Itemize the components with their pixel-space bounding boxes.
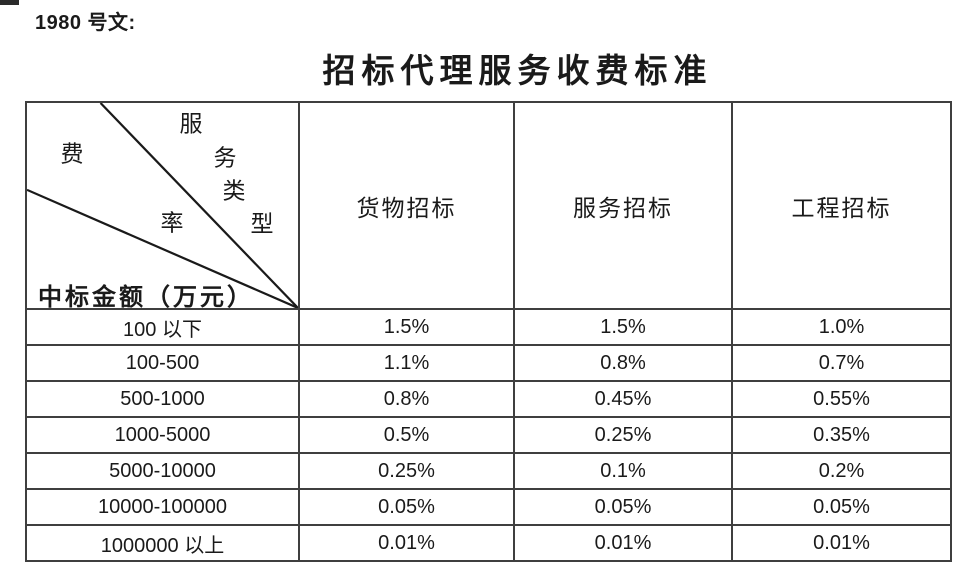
table-corner-cell: 费 率 服 务 类 型 中标金额（万元） [25,101,300,310]
fee-rate-cell-works: 1.0% [731,308,952,346]
table-row: 5000-10000 0.25% 0.1% 0.2% [25,452,952,490]
fee-rate-cell-services: 0.25% [513,416,733,454]
amount-range-cell: 5000-10000 [25,452,300,490]
fee-rate-cell-goods: 0.25% [298,452,515,490]
amount-axis-label: 中标金额（万元） [38,285,254,309]
column-header-services-bidding: 服务招标 [513,101,733,310]
table-row: 500-1000 0.8% 0.45% 0.55% [25,380,952,418]
fee-table-head: 费 率 服 务 类 型 中标金额（万元） 货物招标 服务招标 工程招标 [25,101,952,310]
fee-rate-cell-goods: 1.1% [298,344,515,382]
amount-range-cell: 1000000 以上 [25,524,300,562]
doc-reference: 1980 号文: [35,12,136,34]
table-row: 10000-100000 0.05% 0.05% 0.05% [25,488,952,526]
fee-rate-cell-goods: 1.5% [298,308,515,346]
page-title: 招标代理服务收费标准 [322,54,713,90]
fee-rate-cell-services: 0.01% [513,524,733,562]
column-header-works-bidding: 工程招标 [731,101,952,310]
fee-rate-cell-goods: 0.5% [298,416,515,454]
amount-range-cell: 100-500 [25,344,300,382]
service-type-axis-char: 务 [213,145,237,171]
fee-rate-cell-works: 0.35% [731,416,952,454]
fee-rate-cell-works: 0.05% [731,488,952,526]
fee-rate-cell-goods: 0.01% [298,524,515,562]
fee-axis-label-char: 费 [60,141,84,167]
fee-table: 费 率 服 务 类 型 中标金额（万元） 货物招标 服务招标 工程招标 100 … [25,101,952,562]
table-row: 1000000 以上 0.01% 0.01% 0.01% [25,524,952,562]
amount-range-cell: 10000-100000 [25,488,300,526]
fee-rate-cell-goods: 0.05% [298,488,515,526]
page-corner-mark [0,0,19,5]
fee-rate-cell-works: 0.55% [731,380,952,418]
fee-rate-cell-services: 1.5% [513,308,733,346]
rate-axis-label-char: 率 [160,210,184,236]
service-type-axis-char: 型 [250,211,274,237]
fee-rate-cell-works: 0.7% [731,344,952,382]
column-header-goods-bidding: 货物招标 [298,101,515,310]
amount-range-cell: 100 以下 [25,308,300,346]
fee-rate-cell-services: 0.45% [513,380,733,418]
fee-rate-cell-works: 0.01% [731,524,952,562]
amount-range-cell: 500-1000 [25,380,300,418]
fee-rate-cell-services: 0.8% [513,344,733,382]
table-row: 100 以下 1.5% 1.5% 1.0% [25,308,952,346]
service-type-axis-char: 服 [179,111,203,137]
fee-table-body: 100 以下 1.5% 1.5% 1.0% 100-500 1.1% 0.8% … [25,308,952,562]
table-row: 100-500 1.1% 0.8% 0.7% [25,344,952,382]
service-type-axis-char: 类 [222,178,246,204]
fee-rate-cell-works: 0.2% [731,452,952,490]
fee-rate-cell-services: 0.1% [513,452,733,490]
fee-rate-cell-services: 0.05% [513,488,733,526]
fee-rate-cell-goods: 0.8% [298,380,515,418]
table-row: 1000-5000 0.5% 0.25% 0.35% [25,416,952,454]
header-row: 费 率 服 务 类 型 中标金额（万元） 货物招标 服务招标 工程招标 [25,101,952,310]
amount-range-cell: 1000-5000 [25,416,300,454]
diagonal-divider-lines [28,104,297,307]
